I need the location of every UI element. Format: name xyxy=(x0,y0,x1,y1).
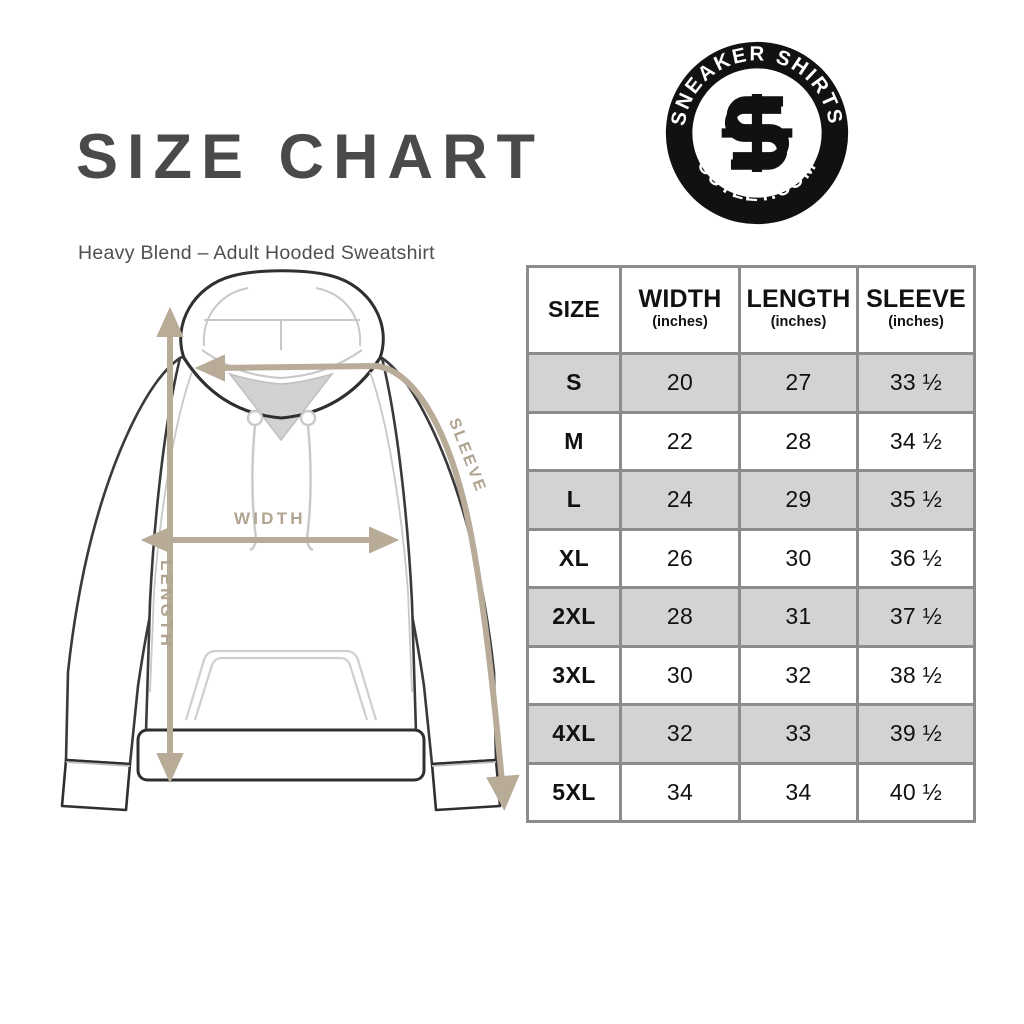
cell-length: 34 xyxy=(738,761,859,823)
table-row: 5XL 34 34 40 ½ xyxy=(526,761,976,823)
column-header-sleeve-units: (inches) xyxy=(888,313,944,330)
sleeve-arrowhead-end xyxy=(486,774,520,811)
cell-sleeve: 39 ½ xyxy=(856,703,976,765)
table-row: 4XL 32 33 39 ½ xyxy=(526,703,976,765)
column-header-width-label: WIDTH xyxy=(638,285,722,314)
cell-width: 28 xyxy=(619,586,741,648)
sleeve-arrow-line xyxy=(217,362,505,783)
cell-width: 24 xyxy=(619,469,741,531)
cell-width: 22 xyxy=(619,410,741,472)
size-table-body: S 20 27 33 ½ M 22 28 34 ½ L 24 29 35 ½ XL 26 30 36 ½ 2XL… xyxy=(526,352,976,823)
cell-sleeve: 37 ½ xyxy=(856,586,976,648)
width-arrowhead-right xyxy=(369,526,400,554)
brand-logo: SNEAKER SHIRTS OUTLET.COM xyxy=(664,40,850,226)
column-header-width: WIDTH (inches) xyxy=(619,265,741,355)
column-header-size-label: SIZE xyxy=(548,296,600,323)
cell-size: 5XL xyxy=(526,761,622,823)
cell-size: M xyxy=(526,410,622,472)
cell-size: 2XL xyxy=(526,586,622,648)
cell-length: 28 xyxy=(738,410,859,472)
column-header-sleeve: SLEEVE (inches) xyxy=(856,265,976,355)
cell-size: L xyxy=(526,469,622,531)
cell-length: 33 xyxy=(738,703,859,765)
table-header-row: SIZE WIDTH (inches) LENGTH (inches) SLEE… xyxy=(526,265,976,355)
table-row: XL 26 30 36 ½ xyxy=(526,527,976,589)
size-table-container: SIZE WIDTH (inches) LENGTH (inches) SLEE… xyxy=(526,265,976,823)
size-table: SIZE WIDTH (inches) LENGTH (inches) SLEE… xyxy=(526,265,976,823)
cell-length: 30 xyxy=(738,527,859,589)
column-header-length: LENGTH (inches) xyxy=(738,265,859,355)
page-title: SIZE CHART xyxy=(76,122,544,192)
table-row: 2XL 28 31 37 ½ xyxy=(526,586,976,648)
width-measure-label: WIDTH xyxy=(234,509,306,528)
column-header-length-label: LENGTH xyxy=(746,285,851,314)
length-arrowhead-top xyxy=(156,306,184,337)
cell-size: S xyxy=(526,352,622,414)
length-arrowhead-bottom xyxy=(156,753,184,784)
cell-size: XL xyxy=(526,527,622,589)
cell-width: 20 xyxy=(619,352,741,414)
cell-length: 32 xyxy=(738,644,859,706)
cell-size: 4XL xyxy=(526,703,622,765)
table-row: L 24 29 35 ½ xyxy=(526,469,976,531)
cell-length: 27 xyxy=(738,352,859,414)
column-header-size: SIZE xyxy=(526,265,622,355)
column-header-sleeve-label: SLEEVE xyxy=(866,285,966,314)
cell-sleeve: 35 ½ xyxy=(856,469,976,531)
sleeve-arrowhead-start xyxy=(194,354,225,382)
cell-sleeve: 40 ½ xyxy=(856,761,976,823)
column-header-width-units: (inches) xyxy=(652,313,708,330)
cell-length: 29 xyxy=(738,469,859,531)
length-measure-label: LENGTH xyxy=(157,560,176,650)
cell-sleeve: 38 ½ xyxy=(856,644,976,706)
table-row: 3XL 30 32 38 ½ xyxy=(526,644,976,706)
table-row: M 22 28 34 ½ xyxy=(526,410,976,472)
cell-width: 26 xyxy=(619,527,741,589)
cell-sleeve: 34 ½ xyxy=(856,410,976,472)
cell-width: 30 xyxy=(619,644,741,706)
table-row: S 20 27 33 ½ xyxy=(526,352,976,414)
cell-size: 3XL xyxy=(526,644,622,706)
page-subtitle: Heavy Blend – Adult Hooded Sweatshirt xyxy=(78,242,435,264)
cell-sleeve: 33 ½ xyxy=(856,352,976,414)
size-table-header: SIZE WIDTH (inches) LENGTH (inches) SLEE… xyxy=(526,265,976,355)
cell-width: 32 xyxy=(619,703,741,765)
column-header-length-units: (inches) xyxy=(770,313,827,330)
hoodie-illustration xyxy=(52,262,522,838)
cell-width: 34 xyxy=(619,761,741,823)
cell-sleeve: 36 ½ xyxy=(856,527,976,589)
cell-length: 31 xyxy=(738,586,859,648)
